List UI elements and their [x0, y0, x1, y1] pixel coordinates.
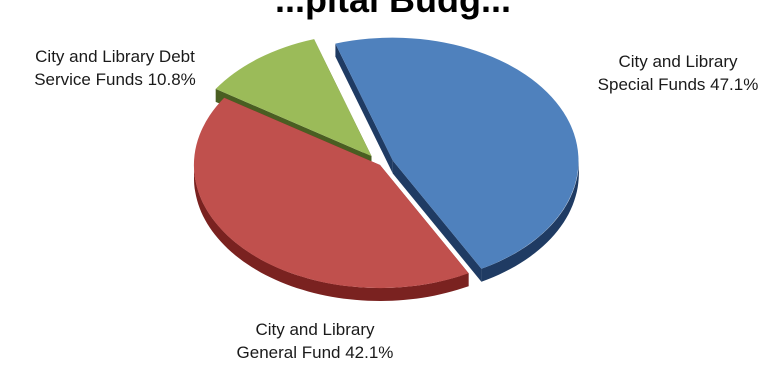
slice-label-line: City and Library — [618, 52, 738, 71]
slice-label-line: General Fund 42.1% — [237, 343, 394, 362]
pie-slice-edge-0-1 — [392, 160, 482, 282]
slice-label-2: City and Library Debt Service Funds 10.8% — [34, 47, 196, 89]
pie-slice-edge-0-0 — [335, 43, 393, 174]
slice-label-line: Special Funds 47.1% — [598, 75, 759, 94]
pie-top-layer — [193, 37, 579, 289]
pie-slice-side-0 — [481, 160, 579, 282]
slice-label-1: City and Library General Fund 42.1% — [237, 320, 394, 362]
slice-label-line: City and Library — [255, 320, 375, 339]
pie-slice-2 — [215, 39, 372, 157]
pie-slice-1 — [193, 97, 469, 289]
pie-slice-side-1 — [194, 163, 469, 301]
slice-label-0: City and Library Special Funds 47.1% — [598, 52, 759, 94]
slice-label-line: Service Funds 10.8% — [34, 70, 196, 89]
slice-labels: City and Library Special Funds 47.1%City … — [34, 47, 758, 362]
slice-label-line: City and Library Debt — [35, 47, 195, 66]
pie-slice-0 — [335, 37, 579, 269]
chart-title: ...pital Budg... — [275, 0, 511, 20]
